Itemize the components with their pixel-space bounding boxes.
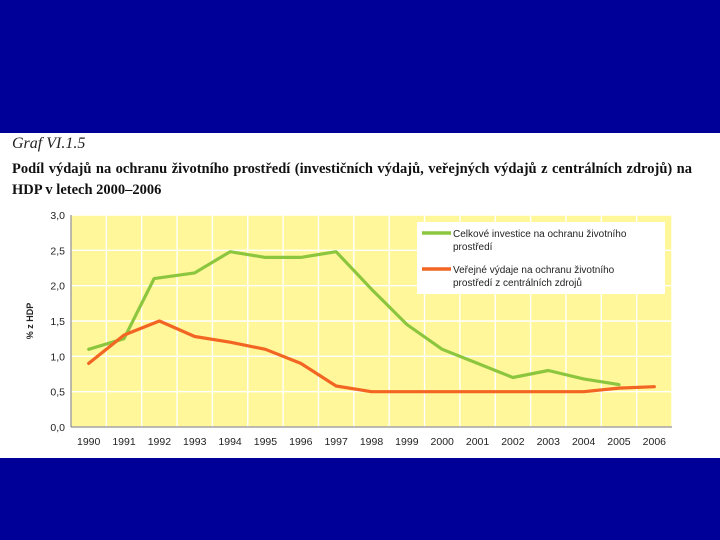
x-tick-label: 1990 <box>77 436 101 448</box>
line-chart: 0,0 0,5 1,0 1,5 2,0 2,5 3,0 1990 1991 1992 1993 199… <box>25 210 673 448</box>
x-tick-label: 1993 <box>183 436 207 448</box>
x-tick-label: 1994 <box>218 436 242 448</box>
y-tick-label: 3,0 <box>50 210 65 222</box>
x-tick-label: 1999 <box>395 436 419 448</box>
series-line-2 <box>87 319 656 394</box>
x-tick-label: 1992 <box>148 436 172 448</box>
y-axis-title: % z HDP <box>25 303 35 340</box>
x-tick-label: 1998 <box>360 436 384 448</box>
legend-label-1: Celkové investice na ochranu životního <box>453 229 627 240</box>
legend-label-2: prostředí z centrálních zdrojů <box>453 277 582 289</box>
x-tick-label: 1997 <box>324 436 348 448</box>
y-tick-label: 0,0 <box>50 422 65 434</box>
legend-label-2: Veřejné výdaje na ochranu životního <box>453 265 615 276</box>
figure-panel: Graf VI.1.5 Podíl výdajů na ochranu živo… <box>0 133 720 458</box>
x-tick-label: 1995 <box>254 436 278 448</box>
y-tick-label: 2,5 <box>50 245 65 257</box>
legend-label-1: prostředí <box>453 242 493 253</box>
y-tick-label: 1,5 <box>50 316 65 328</box>
series-line-1 <box>87 250 621 387</box>
x-tick-label: 2004 <box>572 436 596 448</box>
x-tick-label: 2005 <box>607 436 631 448</box>
y-tick-label: 1,0 <box>50 351 65 363</box>
x-tick-label: 2003 <box>537 436 561 448</box>
graph-label: Graf VI.1.5 <box>12 135 86 152</box>
x-tick-label: 2000 <box>431 436 455 448</box>
chart-title: Podíl výdajů na ochranu životního prostř… <box>12 161 692 198</box>
x-tick-label: 2001 <box>466 436 490 448</box>
x-tick-label: 2006 <box>643 436 667 448</box>
legend-box <box>417 222 665 294</box>
x-tick-label: 1996 <box>289 436 313 448</box>
y-tick-label: 2,0 <box>50 281 65 293</box>
y-tick-label: 0,5 <box>50 387 65 399</box>
x-tick-label: 2002 <box>501 436 525 448</box>
x-tick-label: 1991 <box>112 436 136 448</box>
